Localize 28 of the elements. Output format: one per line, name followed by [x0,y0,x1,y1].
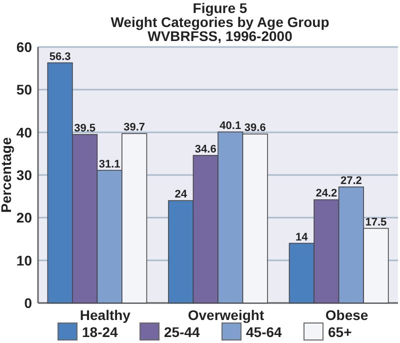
chart-title: Figure 5 Weight Categories by Age Group WVBRFSS, 1996-2000 [110,0,330,44]
series-label: 65+ [328,324,352,340]
legend-label: 25-44 [164,324,200,340]
data-label: 24.2 [316,188,338,200]
x-tick-label: Healthy [80,307,131,323]
y-tick-label: 0 [24,295,32,311]
data-label: 39.5 [74,122,96,134]
data-label: 27.2 [340,174,362,187]
x-tick-label: Obese [325,307,368,323]
legend-label: 18-24 [82,324,118,340]
y-tick-label: 40 [16,124,32,140]
data-label: 39.6 [244,122,266,134]
y-tick-label: 60 [16,39,32,55]
data-label: 34.6 [194,143,216,156]
y-tick-label: 50 [16,82,32,98]
y-tick-label: 20 [16,210,32,226]
data-label: 39.7 [124,122,146,134]
y-tick-label: 30 [16,167,32,183]
data-label: 14 [296,231,309,244]
y-axis-title: Percentage [0,137,14,213]
data-label: 31.1 [98,158,120,170]
y-tick-label: 10 [16,252,32,268]
data-label: 56.3 [49,50,71,63]
data-label: 24 [174,188,188,201]
x-tick-label: Overweight [188,307,264,323]
data-label: 17.5 [365,216,387,228]
legend-label: 45-64 [246,324,282,340]
data-label: 40.1 [220,120,242,132]
